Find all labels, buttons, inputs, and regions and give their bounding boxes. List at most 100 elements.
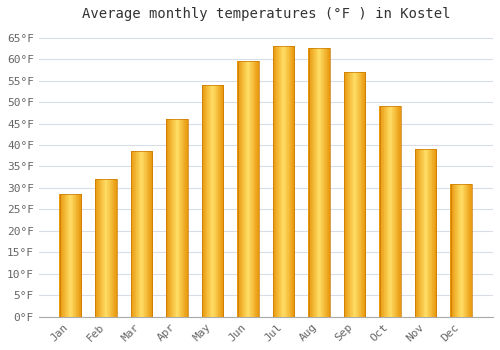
Bar [183, 119, 184, 317]
Bar [238, 61, 259, 317]
Bar [425, 149, 426, 317]
Bar [430, 149, 431, 317]
Bar [344, 72, 345, 317]
Bar [184, 119, 185, 317]
Bar [463, 184, 464, 317]
Bar [208, 85, 209, 317]
Bar [310, 48, 311, 317]
Bar [256, 61, 257, 317]
Bar [289, 46, 290, 317]
Bar [379, 106, 380, 317]
Bar [282, 46, 283, 317]
Bar [177, 119, 178, 317]
Bar [309, 48, 310, 317]
Bar [97, 179, 98, 317]
Bar [457, 184, 458, 317]
Title: Average monthly temperatures (°F ) in Kostel: Average monthly temperatures (°F ) in Ko… [82, 7, 450, 21]
Bar [393, 106, 394, 317]
Bar [322, 48, 323, 317]
Bar [274, 46, 275, 317]
Bar [171, 119, 172, 317]
Bar [77, 194, 78, 317]
Bar [186, 119, 188, 317]
Bar [138, 152, 140, 317]
Bar [75, 194, 76, 317]
Bar [248, 61, 249, 317]
Bar [178, 119, 180, 317]
Bar [145, 152, 146, 317]
Bar [428, 149, 429, 317]
Bar [470, 184, 471, 317]
Bar [136, 152, 137, 317]
Bar [109, 179, 110, 317]
Bar [67, 194, 68, 317]
Bar [166, 119, 167, 317]
Bar [202, 85, 203, 317]
Bar [386, 106, 388, 317]
Bar [243, 61, 244, 317]
Bar [354, 72, 355, 317]
Bar [418, 149, 419, 317]
Bar [365, 72, 366, 317]
Bar [283, 46, 284, 317]
Bar [360, 72, 362, 317]
Bar [135, 152, 136, 317]
Bar [115, 179, 116, 317]
Bar [215, 85, 216, 317]
Bar [288, 46, 289, 317]
Bar [350, 72, 351, 317]
Bar [132, 152, 133, 317]
Bar [388, 106, 389, 317]
Bar [140, 152, 141, 317]
Bar [454, 184, 455, 317]
Bar [212, 85, 214, 317]
Bar [385, 106, 386, 317]
Bar [285, 46, 286, 317]
Bar [291, 46, 292, 317]
Bar [352, 72, 354, 317]
Bar [466, 184, 468, 317]
Bar [203, 85, 204, 317]
Bar [308, 48, 309, 317]
Bar [384, 106, 385, 317]
Bar [286, 46, 288, 317]
Bar [241, 61, 242, 317]
Bar [390, 106, 391, 317]
Bar [170, 119, 171, 317]
Bar [434, 149, 436, 317]
Bar [131, 152, 152, 317]
Bar [415, 149, 416, 317]
Bar [308, 48, 330, 317]
Bar [315, 48, 316, 317]
Bar [210, 85, 211, 317]
Bar [80, 194, 81, 317]
Bar [468, 184, 469, 317]
Bar [452, 184, 454, 317]
Bar [218, 85, 220, 317]
Bar [464, 184, 465, 317]
Bar [312, 48, 314, 317]
Bar [71, 194, 72, 317]
Bar [246, 61, 248, 317]
Bar [223, 85, 224, 317]
Bar [76, 194, 77, 317]
Bar [72, 194, 74, 317]
Bar [451, 184, 452, 317]
Bar [134, 152, 135, 317]
Bar [320, 48, 322, 317]
Bar [106, 179, 108, 317]
Bar [293, 46, 294, 317]
Bar [431, 149, 432, 317]
Bar [81, 194, 82, 317]
Bar [181, 119, 182, 317]
Bar [326, 48, 328, 317]
Bar [314, 48, 315, 317]
Bar [209, 85, 210, 317]
Bar [280, 46, 281, 317]
Bar [382, 106, 383, 317]
Bar [211, 85, 212, 317]
Bar [137, 152, 138, 317]
Bar [151, 152, 152, 317]
Bar [292, 46, 294, 317]
Bar [460, 184, 462, 317]
